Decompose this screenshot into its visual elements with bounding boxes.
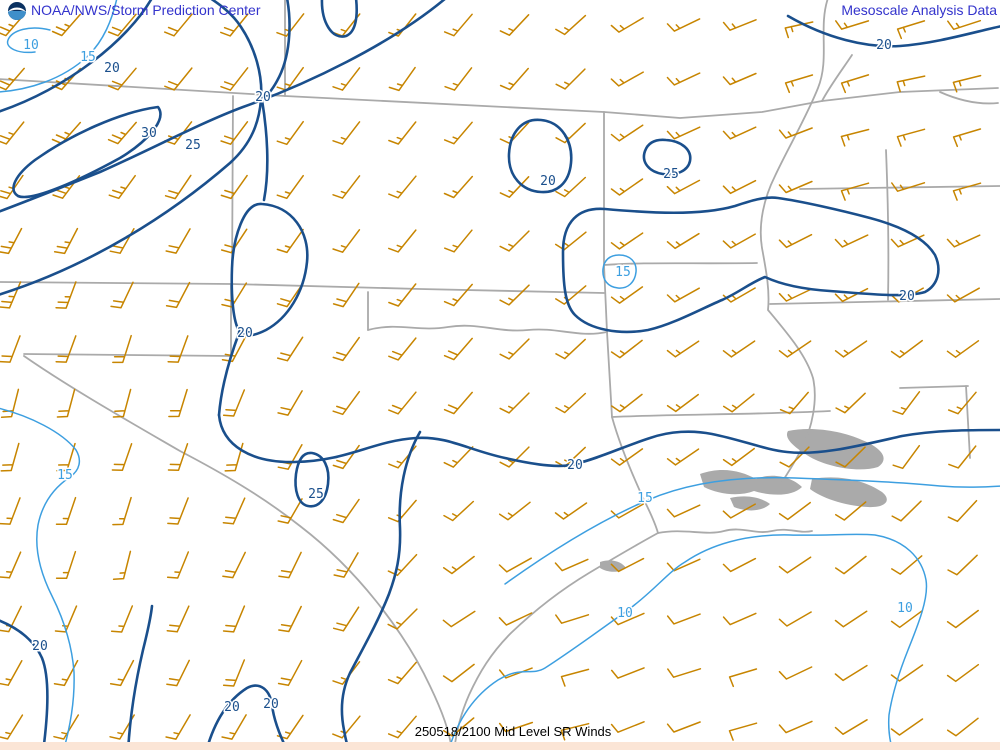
- bottom-strip: [0, 742, 1000, 750]
- contour-label-15: 15: [637, 491, 653, 506]
- state-border-line: [899, 385, 969, 389]
- contour-label-20: 20: [899, 289, 915, 304]
- map-caption: 250518/2100 Mid Level SR Winds: [415, 724, 612, 739]
- wind-barbs: [0, 13, 982, 741]
- dark-contour-line: [340, 430, 422, 750]
- state-border-line: [603, 264, 608, 333]
- light-contour-line: [504, 476, 1000, 585]
- contour-label-10: 10: [897, 601, 913, 616]
- light-contour-line: [602, 254, 637, 289]
- dark-contour-line: [294, 451, 330, 508]
- dark-contour-line: [0, 0, 153, 113]
- dark-contour-line: [205, 684, 289, 750]
- state-border-line: [231, 283, 605, 294]
- dark-contour-line: [320, 0, 358, 38]
- contour-label-25: 25: [308, 487, 324, 502]
- contour-label-15: 15: [80, 50, 96, 65]
- contour-label-20: 20: [567, 458, 583, 473]
- dark-contour-line: [217, 331, 241, 417]
- state-border-line: [606, 331, 613, 418]
- light-contour-line: [0, 0, 118, 93]
- state-border-line: [939, 91, 999, 105]
- dark-contour-line: [642, 138, 692, 176]
- header-right-title: Mesoscale Analysis Data: [841, 2, 997, 18]
- coast-land-fill: [730, 496, 770, 511]
- state-border-line: [821, 54, 853, 102]
- dark-contour-line: [230, 202, 309, 337]
- dark-contour-line: [126, 604, 154, 750]
- state-border-line: [885, 149, 890, 301]
- dark-contour-line: [786, 14, 1000, 48]
- state-border-line: [603, 262, 758, 266]
- coast-land-fill: [700, 469, 802, 495]
- contour-label-15: 15: [57, 468, 73, 483]
- contour-label-25: 25: [663, 167, 679, 182]
- state-border-line: [284, 95, 605, 113]
- dark-contour-line: [12, 105, 162, 199]
- contour-label-20: 20: [224, 700, 240, 715]
- state-border-line: [367, 324, 608, 335]
- contour-label-30: 30: [141, 126, 157, 141]
- dark-contour-line: [259, 0, 291, 102]
- dark-contour-line: [561, 196, 940, 334]
- state-border-line: [611, 416, 659, 534]
- coast-land-fill: [810, 477, 887, 508]
- contour-label-15: 15: [615, 265, 631, 280]
- contour-label-20: 20: [32, 639, 48, 654]
- contour-label-10: 10: [617, 606, 633, 621]
- contour-label-20: 20: [876, 38, 892, 53]
- contour-label-25: 25: [185, 138, 201, 153]
- wind-barb-field: [0, 13, 982, 741]
- contour-label-20: 20: [237, 326, 253, 341]
- light-contour-line: [6, 27, 51, 54]
- state-border-line: [759, 0, 829, 486]
- contour-label-20: 20: [104, 61, 120, 76]
- state-border-line: [23, 353, 232, 357]
- dark-contour-line: [217, 413, 1000, 468]
- state-border-line: [965, 385, 971, 459]
- contour-label-20: 20: [255, 90, 271, 105]
- dark-contour-line: [0, 0, 263, 296]
- contour-label-20: 20: [540, 174, 556, 189]
- state-border-line: [657, 528, 813, 534]
- state-border-line: [453, 532, 659, 750]
- state-border-line: [769, 298, 1000, 305]
- state-border-line: [23, 355, 453, 750]
- contour-label-20: 20: [263, 697, 279, 712]
- state-border-line: [603, 100, 823, 119]
- noaa-logo: [8, 2, 26, 20]
- page-title: NOAA/NWS/Storm Prediction Center: [31, 2, 261, 18]
- contour-labels: 20 25 30 20 20 25 20 20 20 25 20 20 20 20 10 15 15 15 15 10…: [22, 37, 917, 717]
- contour-label-10: 10: [23, 38, 39, 53]
- dark-contour-line: [0, 619, 49, 750]
- light-contour-line: [0, 407, 81, 750]
- dark-contour-line: [507, 118, 573, 194]
- light-contour-line: [447, 533, 928, 750]
- dark-contour-line: [260, 98, 269, 202]
- state-border-line: [611, 410, 831, 418]
